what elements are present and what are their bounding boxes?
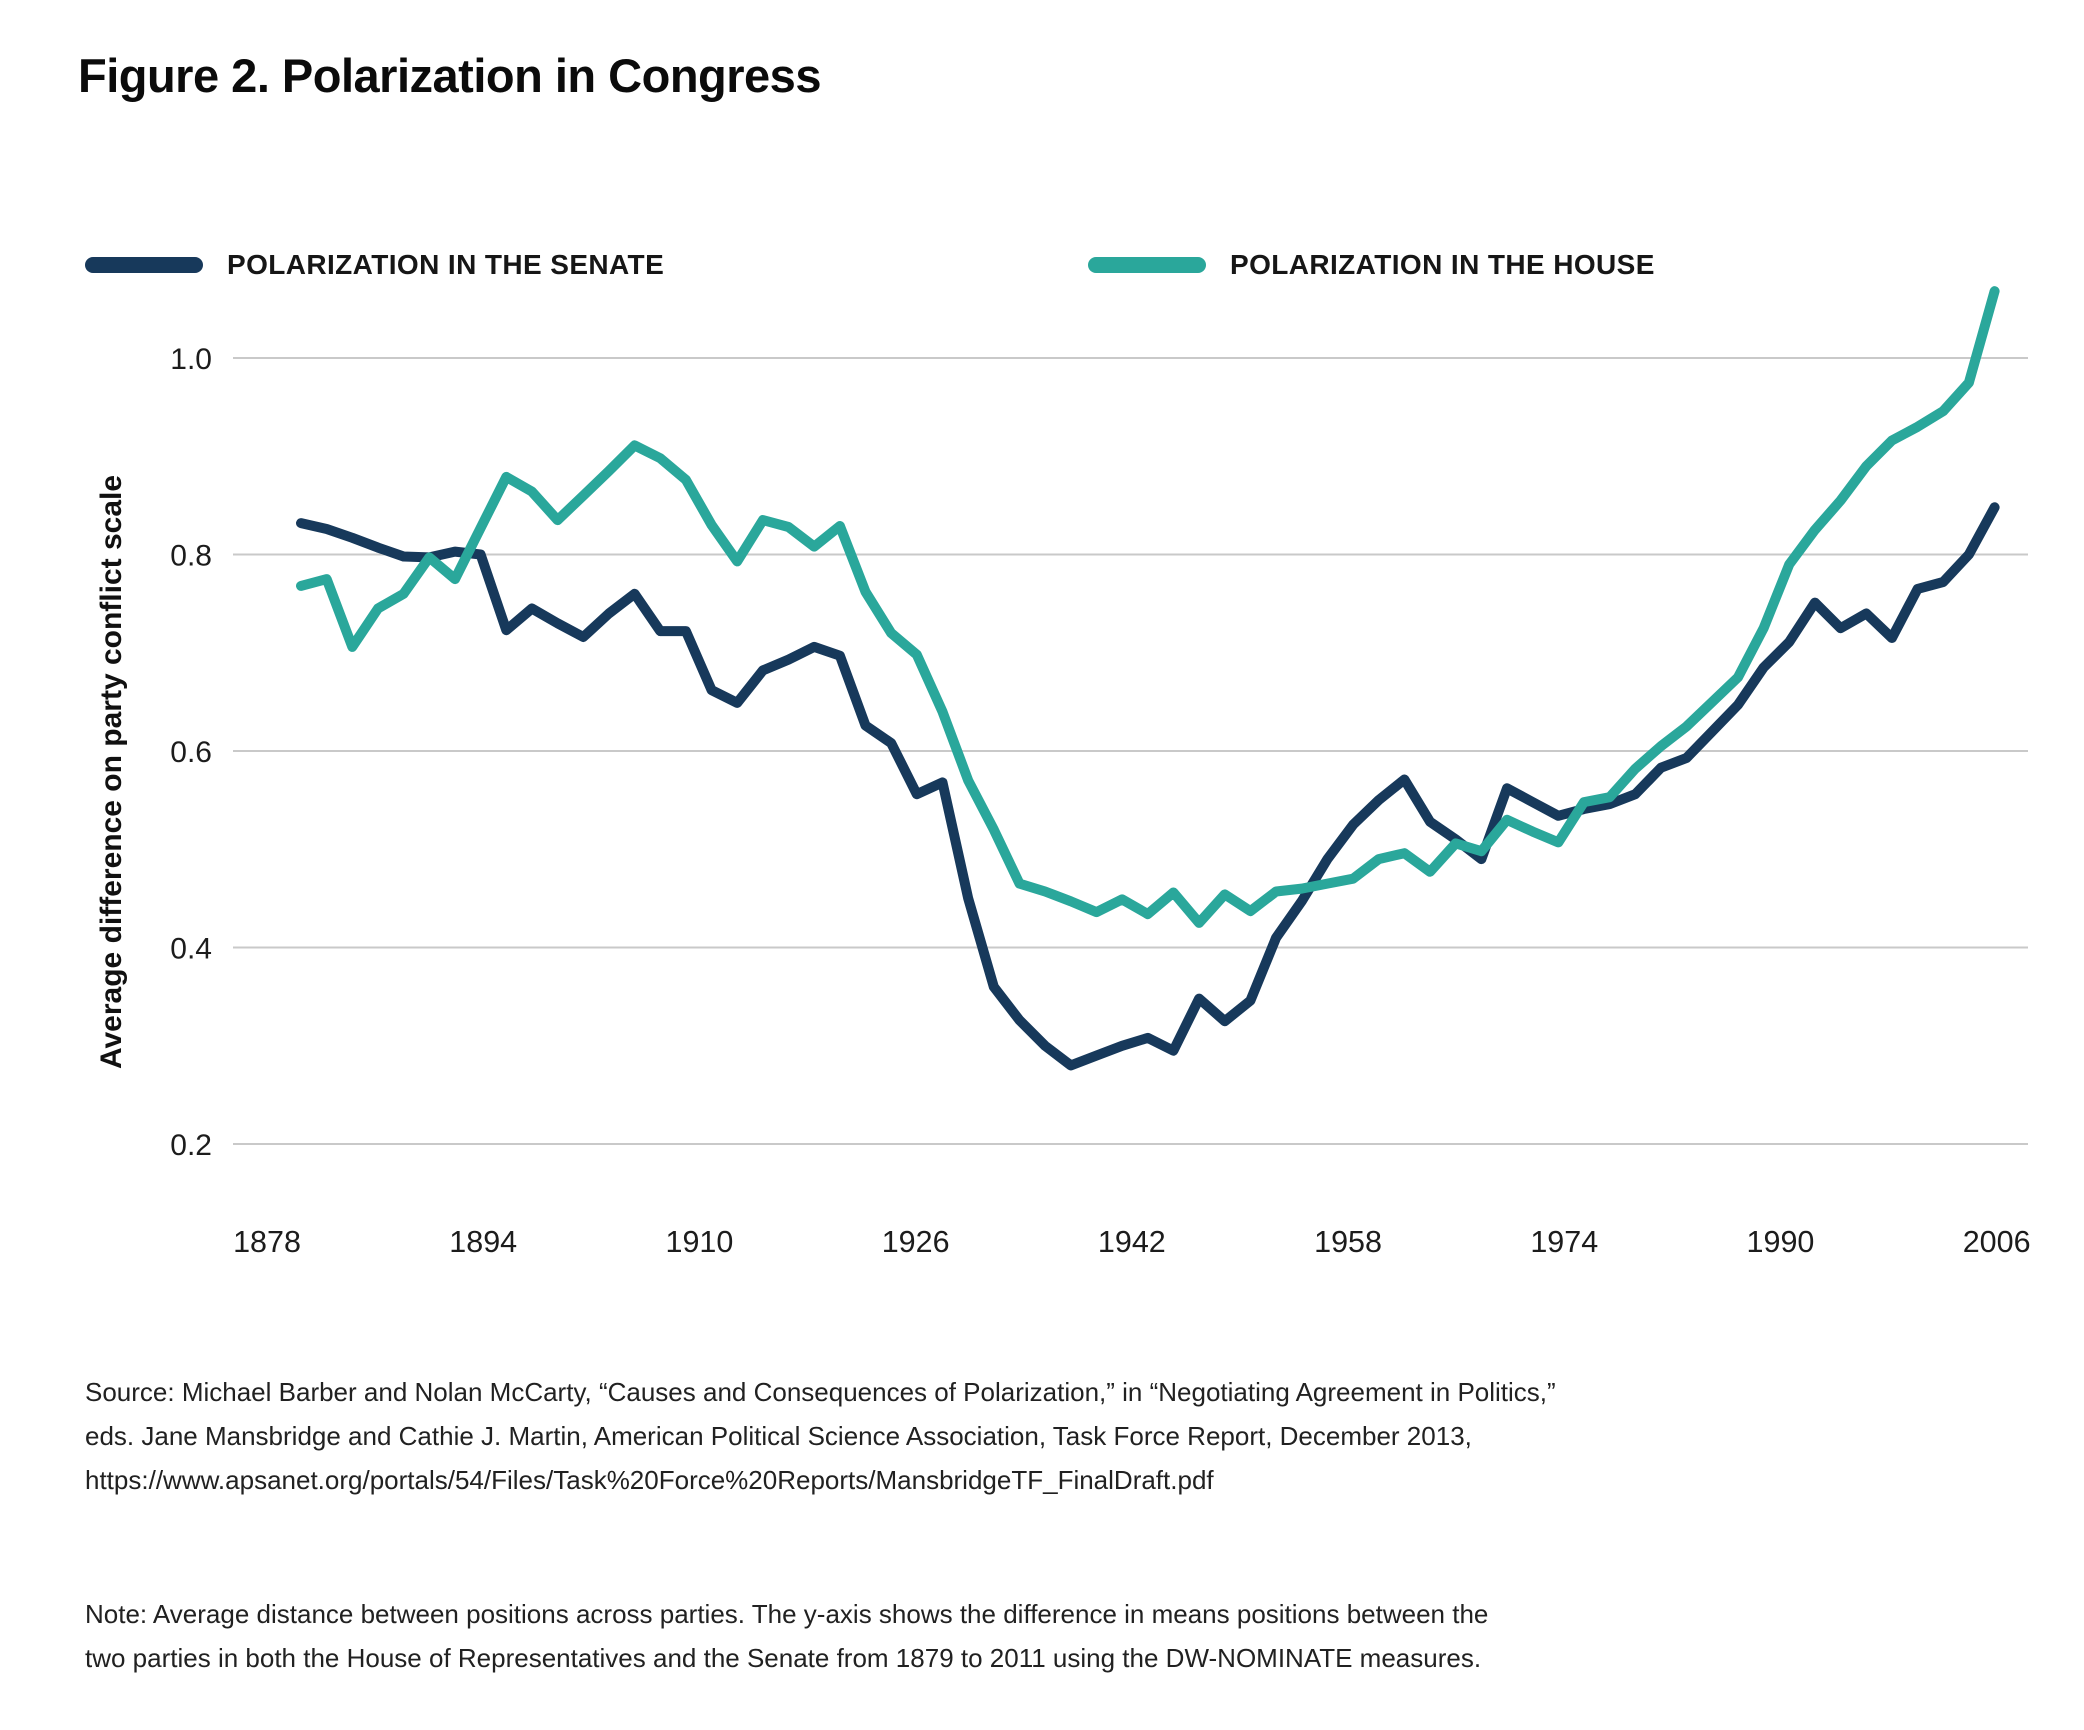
y-tick-label: 0.2 [170,1129,212,1162]
source-text: Source: Michael Barber and Nolan McCarty… [85,1377,1556,1495]
x-tick-label: 1990 [1747,1225,1815,1259]
gridlines [233,357,2028,1145]
x-tick-label: 1942 [1098,1225,1166,1259]
series-lines [296,286,2000,1071]
legend-label-house: POLARIZATION IN THE HOUSE [1230,249,1655,280]
x-tick-label: 1974 [1530,1225,1598,1259]
x-tick-labels: 1878 1894 1910 1926 1942 1958 1974 1990 2006 [233,1225,2031,1259]
x-tick-label: 1958 [1314,1225,1382,1259]
x-tick-label: 1894 [449,1225,517,1259]
senate-line-swatch [85,257,203,273]
legend-item-house: POLARIZATION IN THE HOUSE [1088,248,1655,282]
x-tick-label: 1878 [233,1225,301,1259]
y-tick-label: 0.4 [170,933,212,966]
x-tick-label: 1910 [665,1225,733,1259]
y-tick-label: 0.8 [170,540,212,573]
x-tick-label: 1926 [882,1225,950,1259]
y-tick-label: 1.0 [170,343,212,376]
x-tick-label: 2006 [1963,1225,2031,1259]
series-line-house [296,286,2000,928]
legend-item-senate: POLARIZATION IN THE SENATE [85,248,664,282]
figure-title: Figure 2. Polarization in Congress [78,49,821,102]
y-tick-label: 0.6 [170,736,212,769]
house-line-swatch [1088,257,1206,273]
legend-label-senate: POLARIZATION IN THE SENATE [227,249,665,280]
note-text: Note: Average distance between positions… [85,1599,1489,1673]
y-tick-labels: 1.0 0.8 0.6 0.4 0.2 [170,343,212,1162]
series-line-senate [296,502,2000,1071]
